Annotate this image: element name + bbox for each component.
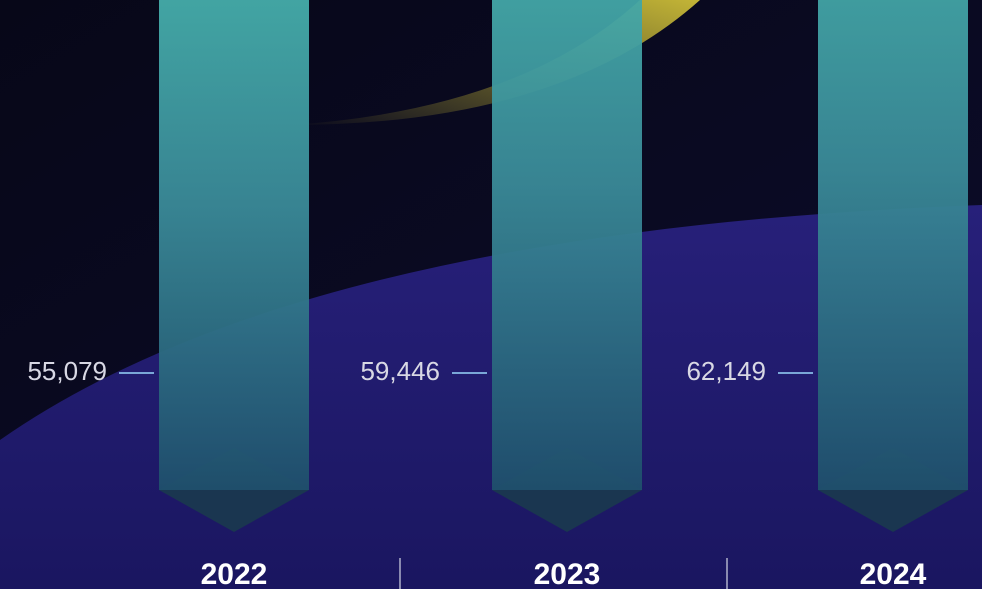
segment-label: 62,149 — [686, 356, 766, 386]
x-tick-label: 2022 — [201, 558, 268, 589]
segment-label: 59,446 — [360, 356, 440, 386]
plot: 55,07929355,372202259,44667760,123202362… — [27, 0, 968, 589]
x-tick-label: 2023 — [534, 558, 601, 589]
segment-label: 55,079 — [27, 356, 107, 386]
bar-segment — [492, 0, 642, 491]
bar-segment — [818, 0, 968, 490]
x-tick-label: 2024 — [860, 558, 927, 589]
bar-segment — [159, 0, 309, 491]
